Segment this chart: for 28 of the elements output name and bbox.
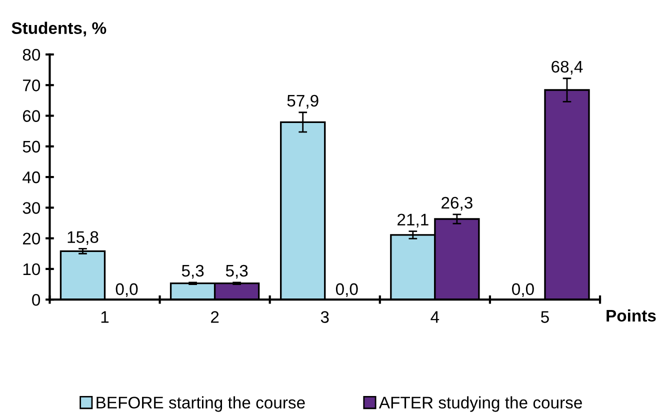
x-tick-label: 2	[211, 311, 219, 323]
data-label: 21,1	[398, 214, 428, 228]
data-label: 5,3	[226, 264, 248, 279]
y-tick-label: 0	[32, 294, 40, 306]
data-label: 57,9	[287, 94, 318, 109]
y-tick-label: 70	[23, 80, 40, 92]
y-tick-label: 30	[22, 202, 40, 214]
x-tick-label: 3	[320, 311, 329, 323]
x-axis-title: Points	[606, 309, 656, 322]
data-label: 0,0	[512, 283, 534, 298]
legend-label: BEFORE starting the course	[96, 396, 305, 412]
y-tick-label: 40	[22, 171, 40, 184]
data-label: 0,0	[336, 283, 358, 298]
x-tick-label: 4	[430, 311, 440, 323]
y-tick-label: 10	[23, 263, 40, 276]
data-label: 5,3	[182, 264, 204, 279]
y-tick-label: 50	[22, 140, 40, 153]
y-tick-label: 80	[22, 48, 40, 61]
y-axis-title: Students, %	[12, 22, 106, 36]
y-tick-label: 20	[23, 232, 40, 245]
x-tick-label: 1	[101, 311, 109, 323]
data-label: 68,4	[552, 60, 583, 75]
data-label: 15,8	[68, 231, 98, 245]
y-tick-label: 60	[23, 110, 40, 122]
data-label: 26,3	[442, 196, 472, 211]
legend-label: AFTER studying the course	[378, 396, 582, 412]
x-tick-label: 5	[541, 311, 549, 323]
data-label: 0,0	[116, 283, 138, 298]
